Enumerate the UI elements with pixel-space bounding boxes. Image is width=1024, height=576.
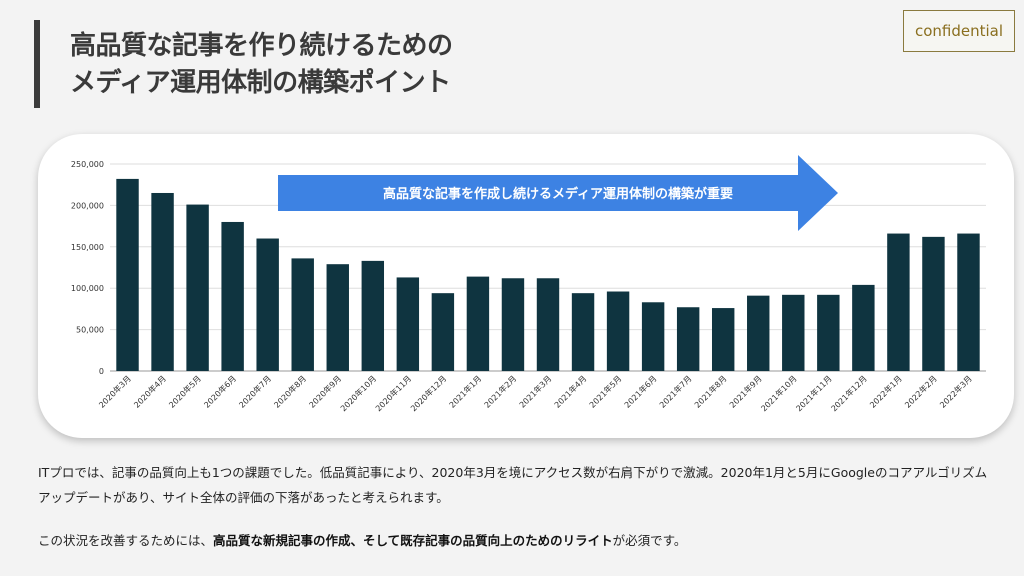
bar xyxy=(606,291,630,371)
confidential-badge: confidential xyxy=(903,10,1015,52)
chart-card: 0 50,000 100,000 150,000 200,000 250,000 2020… xyxy=(38,134,1014,438)
annotation-text: 高品質な記事を作成し続けるメディア運用体制の構築が重要 xyxy=(383,186,733,202)
title-accent-bar xyxy=(34,20,40,108)
bar xyxy=(116,178,139,371)
description-paragraph-2-post: が必須です。 xyxy=(612,533,687,548)
x-tick-label: 2021年4月 xyxy=(552,373,588,409)
annotation-arrow xyxy=(278,155,838,231)
bar xyxy=(186,204,209,371)
x-tick-label: 2021年9月 xyxy=(727,373,763,409)
bar xyxy=(501,278,525,371)
bar xyxy=(256,238,279,371)
x-tick-label: 2021年2月 xyxy=(482,373,518,409)
y-tick-label: 100,000 xyxy=(71,284,104,293)
x-tick-label: 2022年3月 xyxy=(938,373,974,409)
x-tick-label: 2022年2月 xyxy=(902,373,938,409)
x-tick-label: 2020年4月 xyxy=(132,373,168,409)
y-tick-label: 250,000 xyxy=(71,160,104,169)
y-tick-label: 150,000 xyxy=(71,243,104,252)
x-tick-label: 2021年6月 xyxy=(622,373,658,409)
y-tick-label: 50,000 xyxy=(76,326,104,335)
bar xyxy=(536,278,560,371)
bar xyxy=(466,276,490,371)
bar xyxy=(571,293,595,371)
bar xyxy=(641,302,665,371)
page-title-line2: メディア運用体制の構築ポイント xyxy=(70,68,451,98)
y-tick-label: 200,000 xyxy=(71,201,104,210)
x-tick-label: 2021年1月 xyxy=(447,373,483,409)
x-tick-label: 2020年5月 xyxy=(167,373,203,409)
bar xyxy=(326,264,349,371)
description-paragraph-2-emphasis: 高品質な新規記事の作成、そして既存記事の品質向上のためのリライト xyxy=(213,533,613,548)
description-paragraph-2: この状況を改善するためには、高品質な新規記事の作成、そして既存記事の品質向上のた… xyxy=(38,528,686,553)
bar xyxy=(887,233,910,371)
page-title: 高品質な記事を作り続けるための メディア運用体制の構築ポイント xyxy=(70,28,453,102)
x-tick-label: 2021年10月 xyxy=(759,373,799,413)
x-tick-label: 2020年11月 xyxy=(373,373,413,413)
bar xyxy=(817,294,840,371)
bar xyxy=(782,294,805,371)
bar xyxy=(221,221,244,371)
x-tick-label: 2022年1月 xyxy=(867,373,903,409)
bar xyxy=(922,236,945,371)
page-title-line1: 高品質な記事を作り続けるための xyxy=(70,31,453,61)
bar xyxy=(396,277,420,371)
x-tick-label: 2020年8月 xyxy=(272,373,308,409)
x-tick-label: 2020年7月 xyxy=(237,373,273,409)
description-paragraph-1: ITプロでは、記事の品質向上も1つの課題でした。低品質記事により、2020年3月… xyxy=(38,465,988,505)
x-tick-label: 2021年7月 xyxy=(657,373,693,409)
description-paragraph-2-pre: この状況を改善するためには、 xyxy=(38,533,214,548)
bar xyxy=(852,284,875,371)
bar xyxy=(676,307,700,371)
x-tick-label: 2021年8月 xyxy=(692,373,728,409)
bar xyxy=(957,233,980,371)
bar xyxy=(711,308,735,371)
x-tick-label: 2020年12月 xyxy=(408,373,448,413)
bar xyxy=(151,192,174,371)
bar xyxy=(361,260,385,371)
x-tick-label: 2021年5月 xyxy=(587,373,623,409)
x-tick-label: 2020年9月 xyxy=(307,373,343,409)
bar xyxy=(431,293,455,371)
x-tick-label: 2020年10月 xyxy=(338,373,378,413)
y-tick-label: 0 xyxy=(99,367,104,376)
bar xyxy=(747,295,770,371)
x-tick-label: 2021年11月 xyxy=(794,373,834,413)
bar xyxy=(291,258,314,371)
x-tick-label: 2021年3月 xyxy=(517,373,553,409)
bar-chart: 0 50,000 100,000 150,000 200,000 250,000 2020… xyxy=(71,155,986,413)
x-tick-label: 2021年12月 xyxy=(829,373,869,413)
x-tick-label: 2020年6月 xyxy=(202,373,238,409)
x-tick-label: 2020年3月 xyxy=(97,373,133,409)
